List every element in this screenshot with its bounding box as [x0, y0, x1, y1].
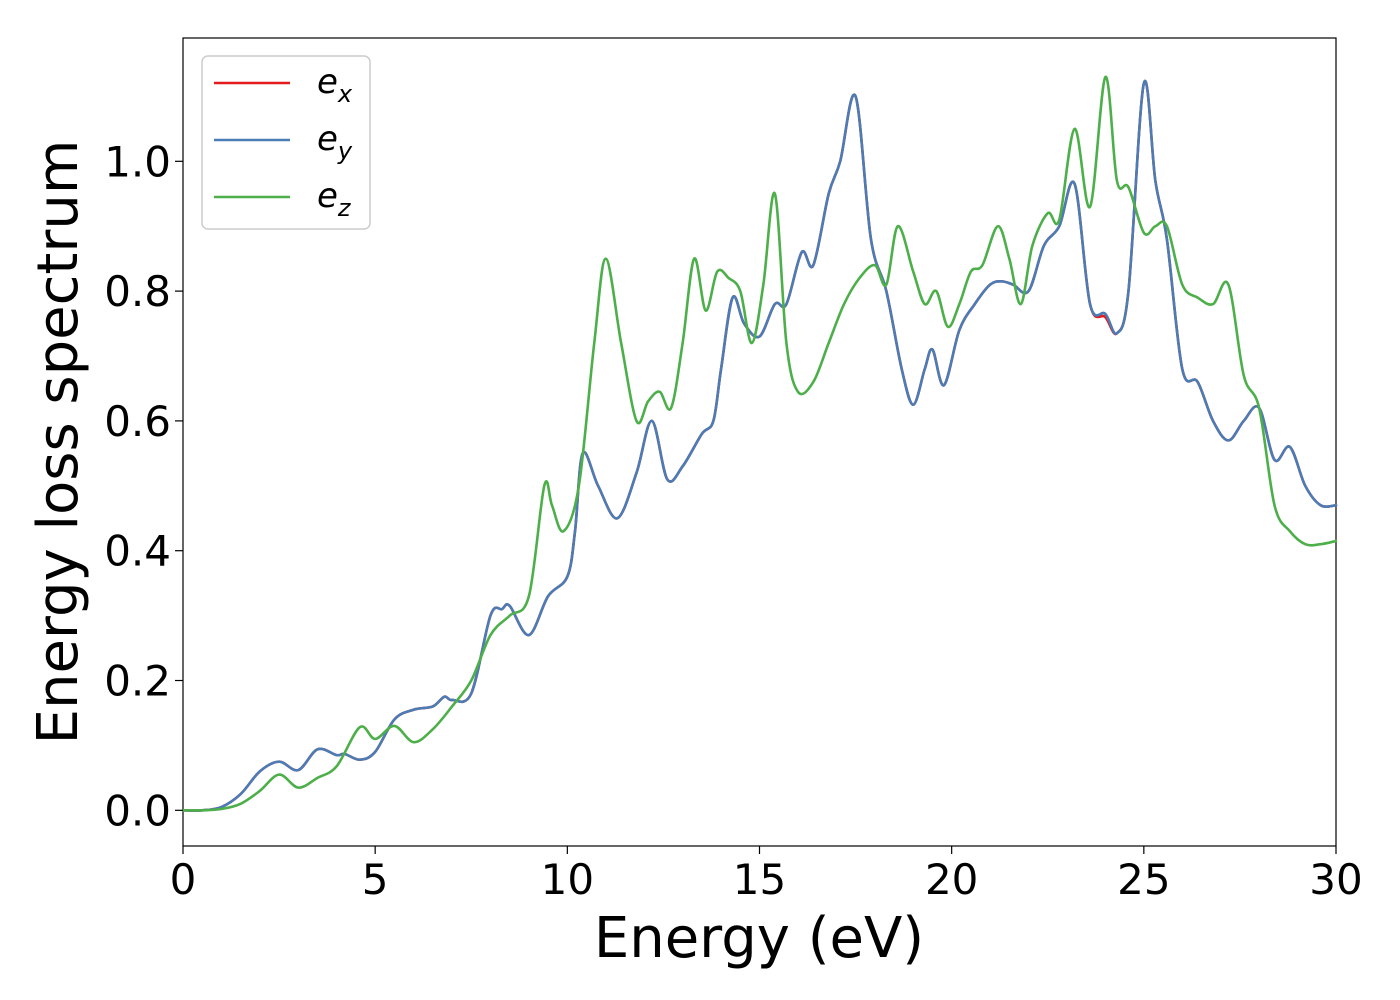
- series-line-y: [181, 79, 1338, 812]
- legend: ex ey ez: [201, 55, 371, 230]
- legend-label-z: ez: [317, 176, 352, 222]
- y-tick-label: 0.2: [104, 657, 171, 706]
- plot-area: 0 5 10 15 20 25 30 0.0 0.2 0.4 0.6 0.8 1.0: [104, 37, 1363, 904]
- legend-items: ex ey ez: [214, 62, 353, 222]
- series-layer: [181, 75, 1338, 812]
- y-tick-label: 0.4: [104, 527, 171, 576]
- legend-box: [201, 55, 371, 230]
- y-tick-label: 0.6: [104, 397, 171, 446]
- y-axis-ticks: 0.0 0.2 0.4 0.6 0.8 1.0: [104, 137, 183, 835]
- series-line-z: [181, 75, 1338, 812]
- y-tick-label: 0.0: [104, 786, 171, 835]
- x-axis-ticks: 0 5 10 15 20 25 30: [170, 846, 1363, 904]
- x-tick-label: 15: [733, 855, 786, 904]
- y-tick-label: 1.0: [104, 137, 171, 186]
- x-tick-label: 10: [541, 855, 594, 904]
- x-tick-label: 30: [1309, 855, 1362, 904]
- x-tick-label: 20: [925, 855, 978, 904]
- x-tick-label: 5: [362, 855, 389, 904]
- x-tick-label: 0: [170, 855, 197, 904]
- x-axis-title: Energy (eV): [594, 906, 924, 971]
- legend-label-y: ey: [317, 119, 353, 165]
- y-axis-title: Energy loss spectrum: [26, 140, 91, 745]
- legend-label-x: ex: [317, 62, 353, 108]
- x-tick-label: 25: [1117, 855, 1170, 904]
- y-tick-label: 0.8: [104, 267, 171, 316]
